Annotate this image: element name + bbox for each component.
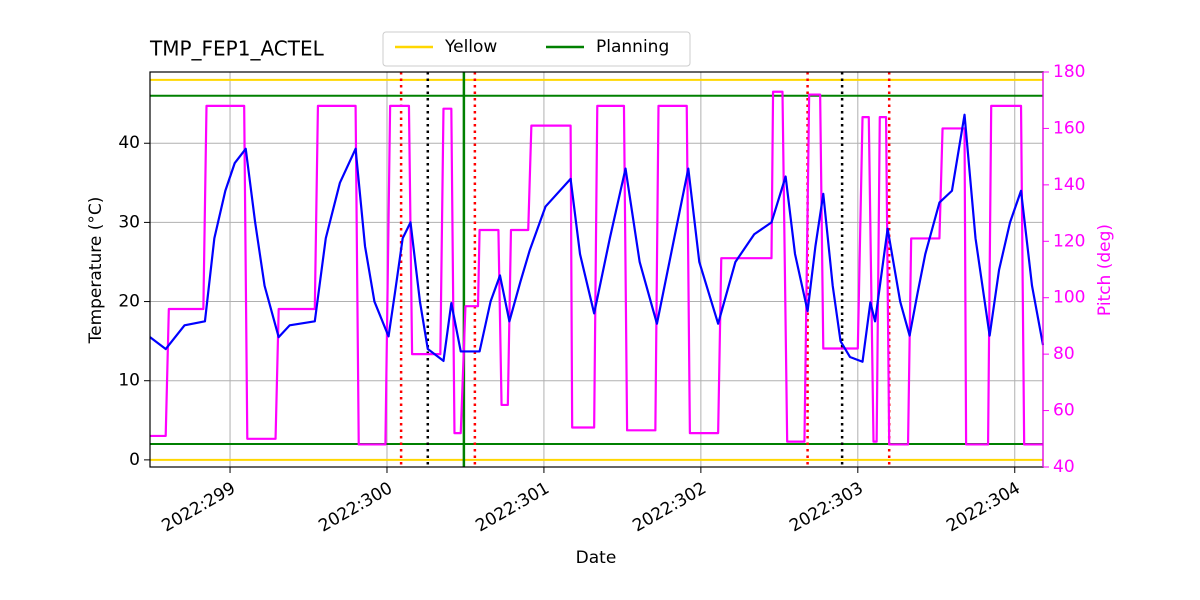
x-tick-label: 2022:301 [472,478,553,536]
x-tick-label: 2022:302 [629,478,710,536]
y-tick-label: 40 [118,133,140,153]
y2-tick-label: 80 [1053,344,1075,364]
y2-tick-label: 100 [1053,288,1085,308]
data-line [150,90,1043,446]
y2-tick-label: 120 [1053,231,1085,251]
legend-label: Yellow [444,37,497,57]
legend-label: Planning [596,37,669,57]
y2-tick-label: 160 [1053,118,1085,138]
y2-tick-label: 140 [1053,175,1085,195]
x-axis-label: Date [576,548,617,568]
y2-tick-label: 180 [1053,62,1085,82]
y-tick-label: 0 [129,450,140,470]
y-tick-label: 30 [118,212,140,232]
x-tick-label: 2022:300 [315,478,396,536]
y-axis-label: Temperature (°C) [86,197,106,345]
y-tick-label: 20 [118,292,140,312]
data-line [149,113,1045,363]
chart-title: TMP_FEP1_ACTEL [149,37,325,61]
y2-tick-label: 60 [1053,401,1075,421]
y-tick-label: 10 [118,371,140,391]
x-tick-label: 2022:303 [786,478,867,536]
y2-tick-label: 40 [1053,457,1075,477]
x-tick-label: 2022:304 [943,478,1024,536]
x-tick-label: 2022:299 [158,478,239,536]
y2-axis-label: Pitch (deg) [1095,224,1115,316]
legend-box [382,31,691,67]
